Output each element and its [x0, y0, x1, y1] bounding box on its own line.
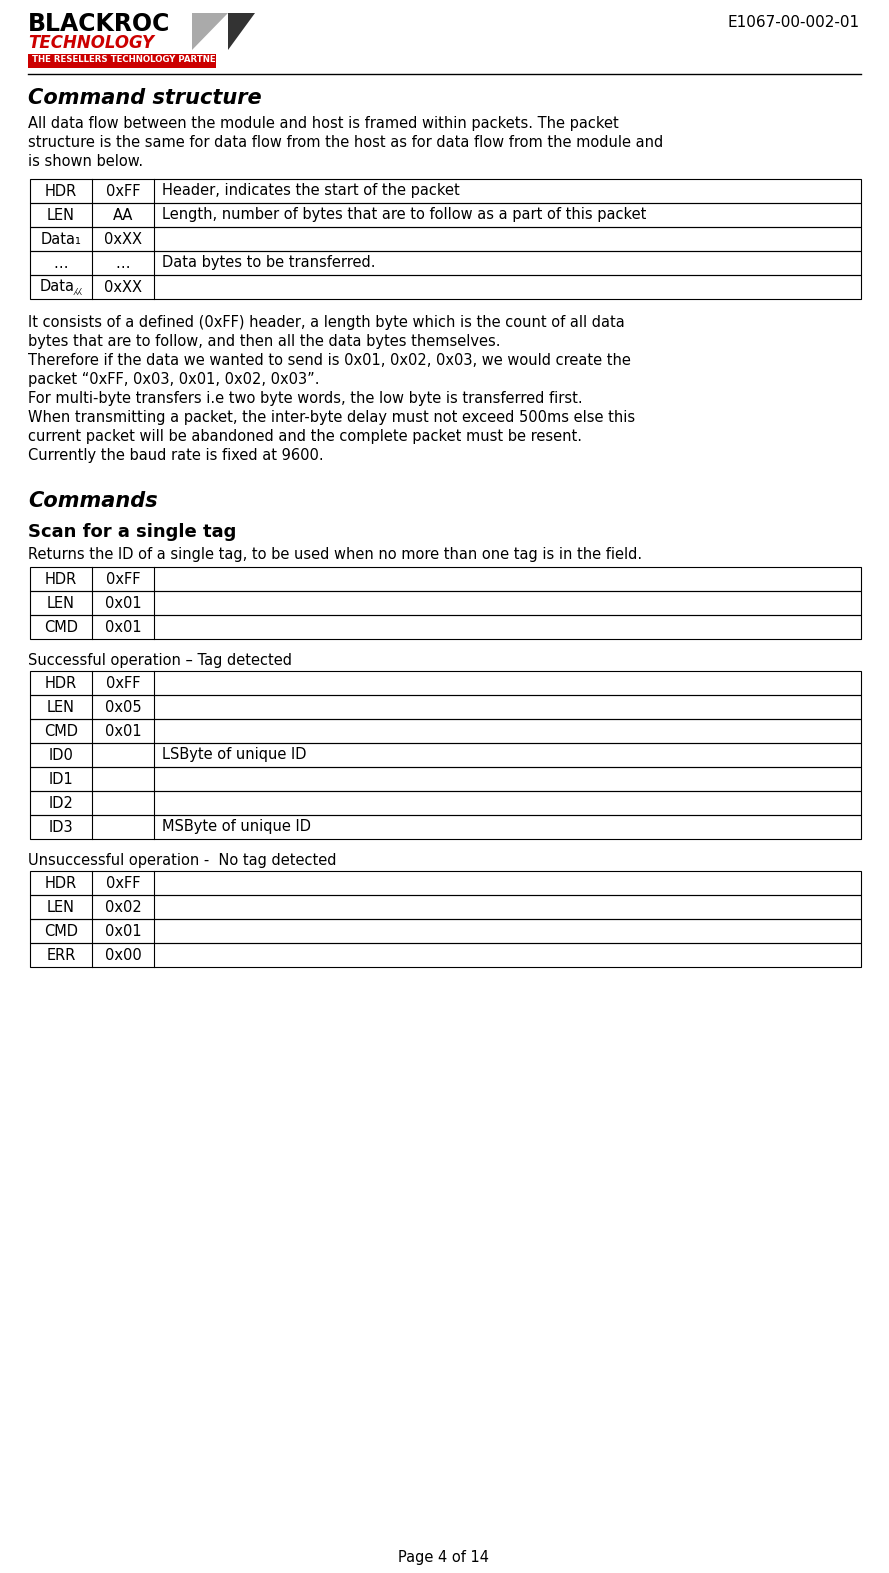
Text: LEN: LEN [47, 208, 75, 222]
Polygon shape [228, 13, 255, 50]
Text: It consists of a defined (0xFF) header, a length byte which is the count of all : It consists of a defined (0xFF) header, … [28, 315, 625, 330]
Text: When transmitting a packet, the inter-byte delay must not exceed 500ms else this: When transmitting a packet, the inter-by… [28, 411, 635, 425]
Bar [30, 942, 861, 967]
Text: 0xXX: 0xXX [104, 280, 142, 294]
Bar [30, 895, 861, 919]
Text: TECHNOLOGY: TECHNOLOGY [28, 35, 154, 52]
Text: packet “0xFF, 0x03, 0x01, 0x02, 0x03”.: packet “0xFF, 0x03, 0x01, 0x02, 0x03”. [28, 371, 319, 387]
Bar [30, 695, 861, 719]
Text: Page 4 of 14: Page 4 of 14 [398, 1549, 490, 1565]
Bar [30, 227, 861, 252]
Text: HDR: HDR [44, 876, 77, 890]
Text: HDR: HDR [44, 675, 77, 691]
Bar [30, 742, 861, 768]
Text: MSByte of unique ID: MSByte of unique ID [162, 820, 311, 835]
Text: Data₁: Data₁ [41, 231, 82, 247]
Text: 0xFF: 0xFF [106, 876, 140, 890]
Text: 0x01: 0x01 [105, 596, 141, 610]
Text: 0xFF: 0xFF [106, 571, 140, 587]
Text: ID3: ID3 [49, 820, 73, 835]
Text: Unsuccessful operation -  No tag detected: Unsuccessful operation - No tag detected [28, 853, 337, 868]
Bar [30, 275, 861, 299]
Text: ID2: ID2 [49, 796, 74, 810]
Text: BLACKROC: BLACKROC [28, 13, 171, 36]
Text: Command structure: Command structure [28, 88, 261, 109]
Text: ID1: ID1 [49, 771, 74, 786]
Text: ERR: ERR [46, 947, 76, 963]
Text: Header, indicates the start of the packet: Header, indicates the start of the packe… [162, 184, 460, 198]
Bar [30, 179, 861, 203]
Text: Data⁁⁁: Data⁁⁁ [40, 278, 82, 296]
Bar [30, 768, 861, 791]
Text: LSByte of unique ID: LSByte of unique ID [162, 747, 307, 763]
Bar [30, 615, 861, 639]
Text: Therefore if the data we wanted to send is 0x01, 0x02, 0x03, we would create the: Therefore if the data we wanted to send … [28, 352, 631, 368]
Text: 0x05: 0x05 [105, 700, 141, 714]
Text: 0x01: 0x01 [105, 724, 141, 738]
Bar [30, 672, 861, 695]
Text: 0x00: 0x00 [105, 947, 141, 963]
Text: …: … [53, 255, 68, 271]
Text: current packet will be abandoned and the complete packet must be resent.: current packet will be abandoned and the… [28, 429, 582, 444]
Bar [30, 591, 861, 615]
Text: CMD: CMD [44, 923, 78, 939]
Bar [30, 252, 861, 275]
Text: THE RESELLERS TECHNOLOGY PARTNER: THE RESELLERS TECHNOLOGY PARTNER [32, 55, 222, 64]
Bar [30, 719, 861, 742]
Text: All data flow between the module and host is framed within packets. The packet: All data flow between the module and hos… [28, 116, 619, 131]
Text: Successful operation – Tag detected: Successful operation – Tag detected [28, 653, 292, 669]
Text: HDR: HDR [44, 184, 77, 198]
Text: LEN: LEN [47, 700, 75, 714]
Bar [28, 53, 216, 68]
Bar [30, 919, 861, 942]
Text: 0xXX: 0xXX [104, 231, 142, 247]
Text: Data bytes to be transferred.: Data bytes to be transferred. [162, 255, 375, 271]
Text: AA: AA [113, 208, 133, 222]
Text: 0xFF: 0xFF [106, 675, 140, 691]
Text: CMD: CMD [44, 620, 78, 634]
Text: 0x01: 0x01 [105, 620, 141, 634]
Text: Commands: Commands [28, 491, 157, 511]
Text: 0x02: 0x02 [105, 900, 141, 914]
Bar [30, 815, 861, 838]
Text: Currently the baud rate is fixed at 9600.: Currently the baud rate is fixed at 9600… [28, 448, 324, 462]
Text: E1067-00-002-01: E1067-00-002-01 [728, 16, 860, 30]
Text: 0x01: 0x01 [105, 923, 141, 939]
Text: LEN: LEN [47, 900, 75, 914]
Polygon shape [192, 13, 228, 50]
Text: …: … [116, 255, 131, 271]
Bar [30, 871, 861, 895]
Bar [30, 203, 861, 227]
Text: structure is the same for data flow from the host as for data flow from the modu: structure is the same for data flow from… [28, 135, 663, 149]
Text: Scan for a single tag: Scan for a single tag [28, 522, 236, 541]
Text: bytes that are to follow, and then all the data bytes themselves.: bytes that are to follow, and then all t… [28, 333, 501, 349]
Text: ID0: ID0 [49, 747, 74, 763]
Text: is shown below.: is shown below. [28, 154, 143, 168]
Bar [30, 791, 861, 815]
Text: Returns the ID of a single tag, to be used when no more than one tag is in the f: Returns the ID of a single tag, to be us… [28, 547, 642, 562]
Text: HDR: HDR [44, 571, 77, 587]
Text: Length, number of bytes that are to follow as a part of this packet: Length, number of bytes that are to foll… [162, 208, 646, 222]
Text: LEN: LEN [47, 596, 75, 610]
Text: 0xFF: 0xFF [106, 184, 140, 198]
Text: For multi-byte transfers i.e two byte words, the low byte is transferred first.: For multi-byte transfers i.e two byte wo… [28, 392, 582, 406]
Bar [30, 566, 861, 591]
Text: CMD: CMD [44, 724, 78, 738]
